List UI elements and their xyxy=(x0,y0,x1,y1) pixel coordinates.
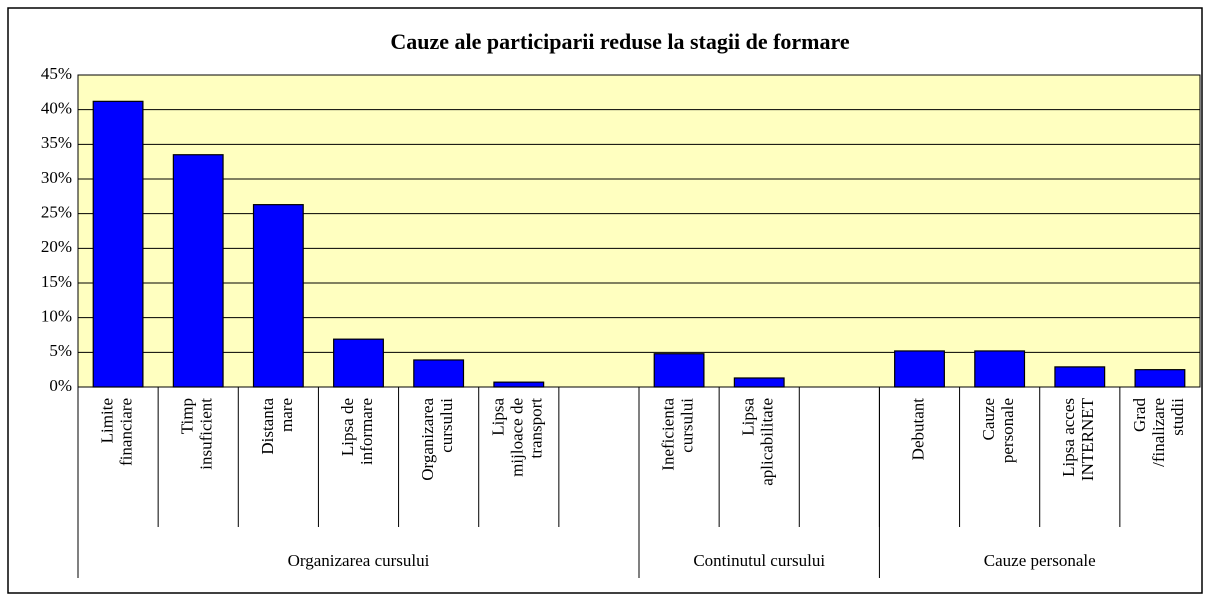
chart-title: Cauze ale participarii reduse la stagii … xyxy=(390,29,850,54)
x-tick-label: Cauzepersonale xyxy=(979,398,1017,463)
bar xyxy=(252,204,304,388)
bar xyxy=(92,100,144,388)
x-tick-label: Lipsamijloace detransport xyxy=(489,398,546,477)
bar xyxy=(333,338,384,388)
y-tick-label: 5% xyxy=(49,341,72,360)
y-tick-label: 20% xyxy=(41,237,72,256)
bar xyxy=(1134,369,1186,388)
x-tick-label: Lipsa accesINTERNET xyxy=(1059,397,1097,481)
x-tick-label: Ineficientacursului xyxy=(658,398,696,471)
x-tick-label: Lipsa deinformare xyxy=(338,398,376,465)
group-label: Cauze personale xyxy=(984,551,1096,570)
y-tick-label: 30% xyxy=(41,168,72,187)
group-label: Organizarea cursului xyxy=(288,551,430,570)
x-tick-label: Organizareacursului xyxy=(418,398,456,481)
bar xyxy=(413,359,465,388)
y-tick-label: 15% xyxy=(41,272,72,291)
x-tick-label: Grad/finalizarestudii xyxy=(1130,398,1187,467)
x-tick-label: Debutant xyxy=(908,398,927,461)
bar xyxy=(653,353,705,388)
y-tick-label: 40% xyxy=(41,99,72,118)
y-tick-label: 25% xyxy=(41,203,72,222)
y-tick-label: 0% xyxy=(49,376,72,395)
bar xyxy=(974,350,1026,388)
plot-area xyxy=(77,74,1201,388)
y-tick-label: 10% xyxy=(41,307,72,326)
bar xyxy=(733,377,785,388)
x-tick-label: Limitefinanciare xyxy=(97,398,135,466)
x-tick-label: Lipsaaplicabilitate xyxy=(739,398,777,486)
y-tick-label: 35% xyxy=(41,133,72,152)
x-tick-label: Timpinsuficient xyxy=(178,398,216,470)
y-tick-label: 45% xyxy=(41,64,72,83)
bar xyxy=(493,381,545,388)
bar xyxy=(894,350,945,388)
bar xyxy=(172,154,224,388)
x-tick-label: Distantamare xyxy=(258,398,296,455)
bar xyxy=(1054,366,1106,388)
group-label: Continutul cursului xyxy=(693,551,825,570)
